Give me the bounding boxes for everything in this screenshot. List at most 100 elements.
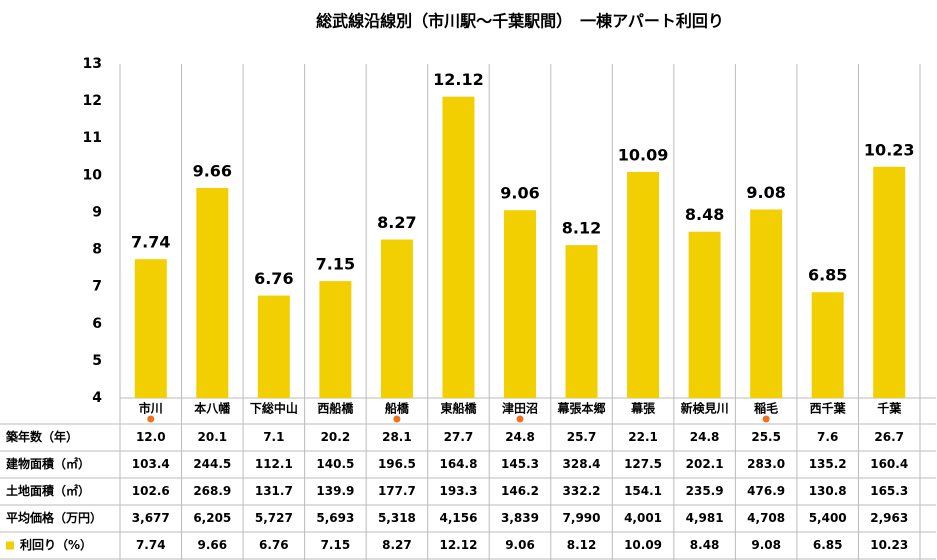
- table-cell: 5,727: [255, 511, 293, 525]
- highlight-dot: [516, 415, 524, 423]
- x-tick-label: 幕張: [630, 401, 656, 416]
- table-cell: 8.27: [382, 538, 412, 552]
- table-cell: 26.7: [874, 430, 904, 444]
- table-cell: 8.48: [690, 538, 720, 552]
- x-tick-label: 市川: [139, 401, 163, 416]
- highlight-dot: [393, 415, 401, 423]
- table-cell: 20.1: [198, 430, 228, 444]
- y-tick-label: 9: [92, 204, 102, 220]
- chart-title: 総武線沿線別（市川駅～千葉駅間） 一棟アパート利回り: [316, 12, 724, 31]
- bar: [319, 281, 352, 398]
- table-cell: 9.66: [198, 538, 228, 552]
- data-label: 9.66: [193, 161, 232, 180]
- table-cell: 177.7: [378, 484, 416, 498]
- row-label: 土地面積（㎡）: [6, 483, 90, 498]
- table-cell: 235.9: [686, 484, 724, 498]
- table-cell: 140.5: [316, 457, 354, 471]
- table-cell: 130.8: [809, 484, 847, 498]
- table-cell: 154.1: [624, 484, 662, 498]
- y-tick-label: 8: [92, 242, 102, 258]
- table-cell: 7.74: [136, 538, 166, 552]
- row-label: 築年数（年）: [5, 429, 78, 444]
- table-cell: 4,708: [747, 511, 785, 525]
- data-label: 9.08: [746, 183, 785, 202]
- data-label: 7.74: [131, 233, 170, 252]
- table-cell: 145.3: [501, 457, 539, 471]
- table-cell: 6,205: [193, 511, 231, 525]
- bar: [811, 292, 844, 398]
- table-cell: 8.12: [567, 538, 597, 552]
- table-cell: 9.06: [505, 538, 535, 552]
- table-cell: 2,963: [870, 511, 908, 525]
- y-tick-label: 13: [83, 56, 102, 72]
- row-label: 建物面積（㎡）: [5, 456, 90, 471]
- table-cell: 5,318: [378, 511, 416, 525]
- table-cell: 139.9: [316, 484, 354, 498]
- x-tick-label: 本八幡: [194, 401, 231, 416]
- x-tick-label: 西船橋: [317, 401, 354, 416]
- table-cell: 6.85: [813, 538, 843, 552]
- x-tick-label: 下総中山: [250, 401, 298, 416]
- table-cell: 27.7: [444, 430, 474, 444]
- table-cell: 328.4: [563, 457, 601, 471]
- table-cell: 5,400: [809, 511, 847, 525]
- bar: [565, 245, 598, 398]
- legend-label: 利回り（%）: [20, 537, 92, 552]
- table-cell: 24.8: [505, 430, 535, 444]
- table-cell: 4,981: [686, 511, 724, 525]
- data-label: 8.48: [685, 205, 724, 224]
- data-label: 6.85: [808, 266, 847, 285]
- table-cell: 102.6: [132, 484, 170, 498]
- y-tick-label: 5: [92, 353, 102, 369]
- table-cell: 131.7: [255, 484, 293, 498]
- data-label: 6.76: [254, 269, 293, 288]
- y-tick-label: 4: [92, 390, 102, 406]
- data-label: 10.23: [864, 140, 915, 159]
- table-cell: 5,693: [316, 511, 354, 525]
- table-cell: 4,001: [624, 511, 662, 525]
- x-tick-label: 津田沼: [502, 401, 538, 416]
- bar: [196, 187, 229, 398]
- bar: [380, 239, 413, 398]
- table-cell: 476.9: [747, 484, 785, 498]
- table-cell: 10.23: [870, 538, 908, 552]
- table-cell: 7.15: [321, 538, 351, 552]
- table-cell: 7.6: [817, 430, 838, 444]
- bar: [134, 259, 167, 398]
- x-tick-label: 船橋: [385, 401, 410, 416]
- data-label: 12.12: [433, 70, 484, 89]
- bar: [627, 171, 660, 398]
- x-tick-label: 新検見川: [681, 401, 729, 416]
- table-cell: 332.2: [563, 484, 601, 498]
- table-cell: 103.4: [132, 457, 170, 471]
- y-tick-label: 12: [83, 93, 102, 109]
- table-cell: 10.09: [624, 538, 662, 552]
- table-cell: 112.1: [255, 457, 293, 471]
- bar: [442, 96, 475, 398]
- x-tick-label: 西千葉: [810, 401, 847, 416]
- table-cell: 20.2: [321, 430, 351, 444]
- table-cell: 7.1: [263, 430, 284, 444]
- table-cell: 12.0: [136, 430, 166, 444]
- highlight-dot: [147, 415, 155, 423]
- table-cell: 196.5: [378, 457, 416, 471]
- table-cell: 268.9: [193, 484, 231, 498]
- table-cell: 6.76: [259, 538, 289, 552]
- table-cell: 9.08: [751, 538, 781, 552]
- bar: [504, 210, 536, 398]
- table-cell: 25.5: [751, 430, 781, 444]
- x-tick-label: 幕張本郷: [557, 401, 606, 416]
- table-cell: 165.3: [870, 484, 908, 498]
- table-cell: 22.1: [628, 430, 658, 444]
- table-cell: 193.3: [439, 484, 477, 498]
- highlight-dot: [762, 415, 770, 423]
- x-tick-label: 東船橋: [440, 401, 477, 416]
- table-cell: 28.1: [382, 430, 412, 444]
- x-tick-label: 千葉: [877, 401, 902, 416]
- data-label: 8.27: [377, 213, 416, 232]
- data-label: 9.06: [500, 184, 539, 203]
- y-tick-label: 6: [92, 316, 102, 332]
- legend-swatch: [6, 541, 14, 550]
- table-cell: 244.5: [193, 457, 231, 471]
